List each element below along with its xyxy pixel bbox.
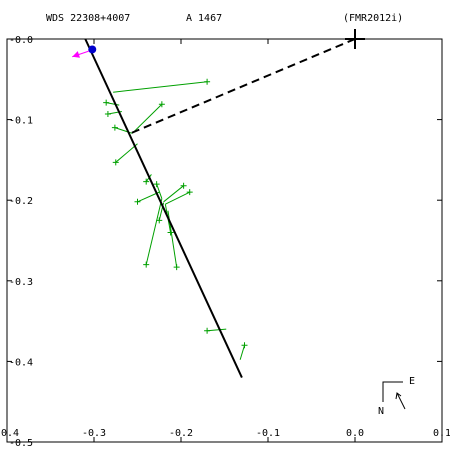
axis-ticks (6, 38, 443, 443)
residual-line (145, 198, 163, 265)
y-tick-label: -0.1 (9, 116, 33, 127)
x-tick-label: -0.3 (82, 428, 106, 439)
compass-north-label: N (378, 406, 384, 417)
y-tick-label: -0.2 (9, 196, 33, 207)
residual-line (113, 81, 208, 93)
observation-point (156, 217, 163, 224)
orbit-reference: (FMR2012i) (343, 13, 403, 24)
x-tick-label: 0.1 (433, 428, 450, 439)
plot-frame (6, 38, 443, 443)
line-of-nodes (130, 38, 356, 135)
x-tick-label: -0.2 (169, 428, 193, 439)
x-tick-label: -0.4 (0, 428, 19, 439)
observation-residuals (106, 81, 245, 360)
residual-line (156, 183, 163, 199)
compass-axes (382, 381, 403, 402)
observation-point (111, 124, 118, 131)
plot-border (6, 38, 443, 443)
compass-east-label: E (409, 376, 415, 387)
orientation-compass: N E (378, 376, 415, 417)
x-tick-label: -0.1 (256, 428, 280, 439)
residual-line (207, 328, 227, 332)
primary-star-marker (345, 29, 365, 49)
observation-point (180, 182, 187, 189)
residual-line (165, 191, 190, 205)
wds-id: WDS 22308+4007 (46, 13, 130, 24)
observation-point (103, 99, 110, 106)
observation-point (143, 178, 150, 185)
residual-line (137, 191, 160, 203)
motion-arrow-head (72, 51, 81, 58)
orbit-segment (84, 38, 243, 378)
discoverer-designation: A 1467 (186, 13, 222, 24)
x-tick-label: 0.0 (346, 428, 364, 439)
current-position-marker (88, 45, 97, 54)
y-tick-label: -0.4 (9, 357, 33, 368)
observation-point (153, 181, 160, 188)
observation-points (103, 78, 248, 349)
residual-line (131, 103, 163, 134)
residual-line (239, 345, 245, 360)
observation-point (143, 261, 150, 268)
observation-point (167, 229, 174, 236)
observation-point (134, 198, 141, 205)
observation-point (104, 110, 111, 117)
observation-point (204, 78, 211, 85)
primary-cross (345, 29, 365, 49)
observation-point (158, 101, 165, 108)
y-tick-label: -0.3 (9, 277, 33, 288)
observation-point (173, 264, 180, 271)
motion-arrow (72, 50, 89, 58)
y-tick-label: -0.0 (9, 35, 33, 46)
residual-line (163, 185, 184, 203)
compass-arrow-head (395, 392, 402, 400)
observation-point (112, 159, 119, 166)
observation-point (204, 327, 211, 334)
y-tick-label: -0.5 (9, 438, 33, 449)
residual-line (115, 143, 138, 163)
residual-line (114, 127, 133, 134)
compass-arrow-shaft (396, 392, 406, 410)
observation-point (186, 189, 193, 196)
axis-tick-labels: -0.4 -0.3 -0.2 -0.1 0.0 0.1 -0.0 -0.1 -0.2 -0.3 -0… (0, 35, 450, 449)
observation-point (241, 342, 248, 349)
